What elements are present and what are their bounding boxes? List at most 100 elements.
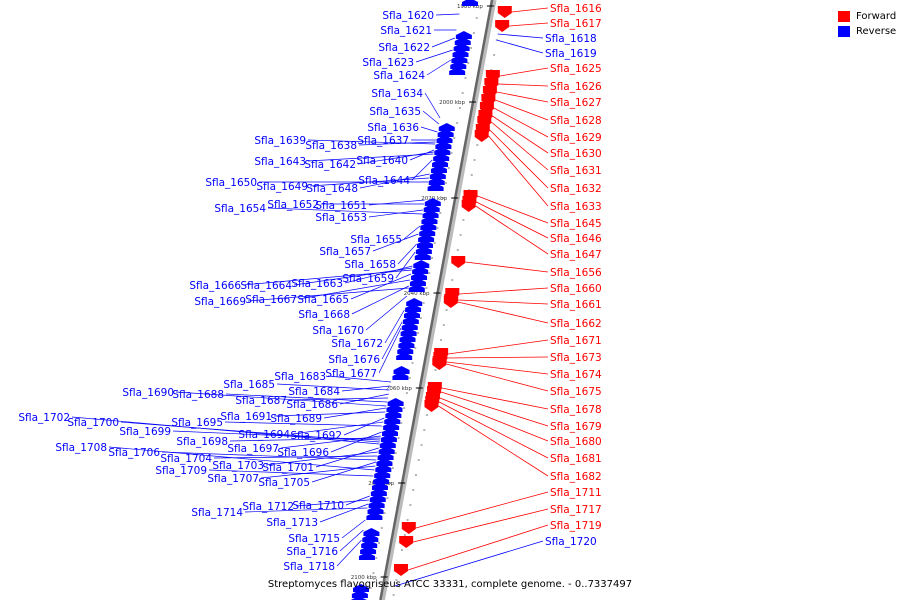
reverse-gene-label: Sfla_1663 bbox=[291, 278, 343, 290]
tick-label: 2060 kbp bbox=[386, 386, 412, 392]
reverse-leader-line bbox=[365, 295, 408, 331]
reverse-gene bbox=[414, 252, 431, 260]
reverse-gene bbox=[373, 476, 390, 484]
forward-leader-line bbox=[495, 99, 549, 121]
reverse-gene bbox=[367, 506, 384, 514]
reverse-leader-line bbox=[108, 446, 375, 471]
reverse-gene bbox=[397, 346, 414, 354]
reverse-gene-label: Sfla_1702 bbox=[18, 412, 70, 424]
forward-leader-line bbox=[438, 405, 549, 477]
reverse-gene bbox=[362, 534, 379, 542]
reverse-gene-label: Sfla_1666 bbox=[189, 280, 241, 292]
reverse-leader-line bbox=[315, 447, 379, 468]
reverse-gene-label: Sfla_1668 bbox=[298, 309, 350, 321]
reverse-gene bbox=[438, 123, 455, 131]
forward-leader-line bbox=[488, 135, 549, 207]
reverse-gene-label: Sfla_1720 bbox=[545, 536, 597, 548]
legend-label-reverse: Reverse bbox=[856, 26, 897, 37]
reverse-gene-label: Sfla_1623 bbox=[362, 57, 414, 69]
forward-gene bbox=[497, 6, 512, 18]
reverse-gene-label: Sfla_1618 bbox=[545, 33, 597, 45]
reverse-gene bbox=[375, 464, 392, 472]
reverse-leader-line bbox=[497, 33, 544, 39]
forward-gene-label: Sfla_1675 bbox=[550, 386, 602, 398]
reverse-gene-label: Sfla_1701 bbox=[262, 462, 314, 474]
forward-gene bbox=[393, 564, 408, 576]
forward-gene-label: Sfla_1630 bbox=[550, 148, 602, 160]
reverse-leader-line bbox=[295, 499, 370, 507]
forward-leader-line bbox=[415, 491, 549, 529]
forward-gene-label: Sfla_1660 bbox=[550, 283, 602, 295]
forward-gene-label: Sfla_1661 bbox=[550, 299, 602, 311]
reverse-gene bbox=[432, 159, 449, 167]
reverse-gene-label: Sfla_1672 bbox=[331, 338, 383, 350]
forward-gene-label: Sfla_1673 bbox=[550, 352, 602, 364]
reverse-gene-label: Sfla_1703 bbox=[212, 460, 264, 472]
reverse-gene-label: Sfla_1636 bbox=[367, 122, 419, 134]
reverse-gene-label: Sfla_1712 bbox=[242, 501, 294, 513]
reverse-gene bbox=[358, 552, 375, 560]
reverse-leader-line bbox=[265, 451, 378, 466]
reverse-leader-line bbox=[422, 110, 440, 125]
reverse-gene bbox=[422, 210, 439, 218]
backbone-shadow bbox=[379, 0, 497, 600]
reverse-leader-line bbox=[260, 465, 376, 479]
forward-leader-line bbox=[498, 83, 549, 87]
reverse-gene bbox=[428, 177, 445, 185]
reverse-gene-label: Sfla_1687 bbox=[235, 395, 287, 407]
reverse-leader-line bbox=[397, 243, 417, 265]
forward-gene-label: Sfla_1682 bbox=[550, 471, 602, 483]
tick-label: 2040 kbp bbox=[404, 291, 430, 297]
reverse-gene bbox=[392, 372, 409, 380]
reverse-gene bbox=[435, 141, 452, 149]
reverse-gene-label: Sfla_1649 bbox=[256, 181, 308, 193]
reverse-leader-line bbox=[225, 393, 388, 403]
reverse-gene-label: Sfla_1652 bbox=[267, 199, 319, 211]
reverse-gene-label: Sfla_1683 bbox=[274, 371, 326, 383]
forward-leader-line bbox=[439, 397, 549, 442]
forward-gene-label: Sfla_1671 bbox=[550, 335, 602, 347]
reverse-gene bbox=[369, 494, 386, 502]
reverse-gene bbox=[403, 310, 420, 318]
reverse-gene bbox=[462, 0, 478, 6]
reverse-gene bbox=[406, 298, 423, 306]
forward-gene-label: Sfla_1647 bbox=[550, 249, 602, 261]
legend-label-forward: Forward bbox=[856, 11, 897, 22]
reverse-gene-label: Sfla_1621 bbox=[380, 25, 432, 37]
reverse-gene-label: Sfla_1635 bbox=[369, 106, 421, 118]
reverse-leader-line bbox=[384, 309, 405, 344]
reverse-gene bbox=[368, 500, 385, 508]
forward-gene-label: Sfla_1625 bbox=[550, 63, 602, 75]
reverse-gene-label: Sfla_1620 bbox=[382, 10, 434, 22]
reverse-leader-line bbox=[208, 469, 374, 477]
reverse-gene bbox=[453, 43, 470, 51]
legend: Forward Reverse bbox=[838, 9, 896, 39]
forward-gene bbox=[495, 20, 510, 32]
reverse-gene-label: Sfla_1676 bbox=[328, 354, 380, 366]
forward-leader-line bbox=[511, 7, 549, 13]
reverse-leader-line bbox=[394, 540, 544, 587]
reverse-leader-line bbox=[358, 141, 436, 146]
reverse-leader-line bbox=[409, 149, 435, 161]
forward-gene-label: Sfla_1674 bbox=[550, 369, 602, 381]
forward-leader-line bbox=[447, 356, 549, 359]
reverse-gene-label: Sfla_1655 bbox=[350, 234, 402, 246]
reverse-gene bbox=[413, 260, 430, 268]
reverse-leader-line bbox=[378, 327, 402, 374]
reverse-gene bbox=[379, 440, 396, 448]
forward-leader-line bbox=[407, 524, 549, 571]
reverse-gene-label: Sfla_1707 bbox=[207, 473, 259, 485]
forward-leader-line bbox=[446, 361, 549, 375]
reverse-gene-label: Sfla_1638 bbox=[305, 140, 357, 152]
reverse-gene-label: Sfla_1690 bbox=[122, 387, 174, 399]
forward-leader-line bbox=[493, 107, 549, 138]
forward-gene-label: Sfla_1629 bbox=[550, 132, 602, 144]
reverse-gene-label: Sfla_1714 bbox=[191, 507, 243, 519]
reverse-leader-line bbox=[319, 503, 369, 523]
reverse-gene bbox=[360, 546, 377, 554]
reverse-leader-line bbox=[224, 421, 383, 427]
reverse-gene bbox=[437, 129, 454, 137]
reverse-gene bbox=[366, 512, 383, 520]
forward-gene bbox=[451, 256, 466, 268]
